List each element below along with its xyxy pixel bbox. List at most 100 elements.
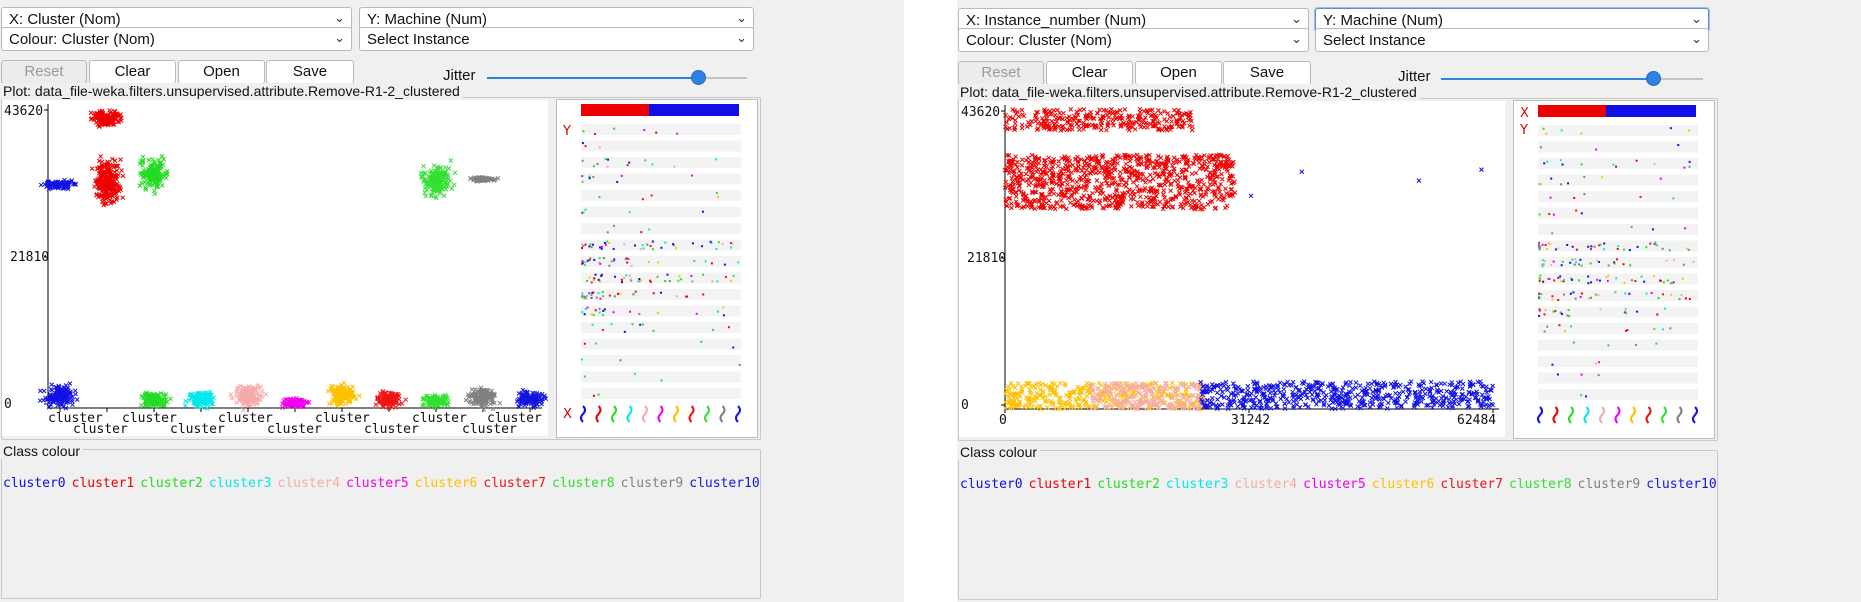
scatter-plot-canvas[interactable] — [2, 100, 548, 436]
data-point — [1179, 112, 1185, 118]
data-point — [1118, 113, 1124, 118]
open-button[interactable]: Open — [178, 60, 265, 84]
data-point — [1233, 387, 1239, 392]
attr-bar-point — [593, 258, 596, 261]
attr-bar-point — [584, 308, 587, 311]
select-instance-dropdown[interactable]: Select Instance ⌄ — [1315, 28, 1709, 52]
data-point — [1114, 188, 1120, 194]
data-point — [1014, 395, 1020, 401]
legend-item[interactable]: cluster3 — [208, 476, 272, 491]
data-point — [1416, 395, 1422, 400]
data-point — [1098, 164, 1104, 170]
data-point — [1174, 172, 1180, 178]
data-point — [1263, 386, 1269, 392]
reset-button[interactable]: Reset — [1, 60, 87, 84]
data-point — [1154, 393, 1160, 399]
data-point — [1148, 186, 1153, 191]
legend-item[interactable]: cluster5 — [1303, 477, 1366, 492]
data-point — [1009, 201, 1014, 206]
data-point — [542, 393, 547, 399]
attr-bar-point — [1692, 260, 1695, 263]
data-point — [1478, 381, 1484, 387]
legend-item[interactable]: cluster7 — [483, 476, 546, 491]
legend-item[interactable]: cluster6 — [414, 476, 478, 491]
attr-bar-point — [1551, 232, 1554, 235]
legend-item[interactable]: cluster2 — [140, 476, 203, 491]
attr-class-mark — [611, 405, 617, 423]
colour-select[interactable]: Colour: Cluster (Nom) ⌄ — [958, 28, 1309, 52]
legend-item[interactable]: cluster4 — [1234, 477, 1298, 492]
data-point — [1029, 152, 1035, 158]
data-point — [159, 153, 165, 159]
data-point — [1378, 402, 1384, 407]
data-point — [1286, 382, 1292, 388]
attribute-bars-panel[interactable]: X Y — [1513, 100, 1715, 439]
clear-button[interactable]: Clear — [89, 60, 176, 84]
legend-item[interactable]: cluster10 — [689, 476, 760, 491]
plot-title: Plot: data_file-weka.filters.unsupervise… — [0, 83, 463, 99]
data-point — [101, 178, 107, 184]
select-instance-dropdown[interactable]: Select Instance ⌄ — [359, 27, 754, 51]
attribute-bars-canvas[interactable] — [557, 100, 757, 437]
data-point — [1343, 392, 1349, 397]
data-point — [403, 397, 409, 403]
legend-item[interactable]: cluster8 — [1509, 477, 1572, 492]
data-point — [1490, 383, 1496, 389]
legend-item[interactable]: cluster1 — [71, 476, 135, 491]
save-button[interactable]: Save — [1223, 61, 1311, 85]
data-point — [1122, 190, 1128, 196]
legend-item[interactable]: cluster9 — [620, 476, 684, 491]
legend-item[interactable]: cluster4 — [277, 476, 341, 491]
attr-bar-point — [1562, 293, 1565, 296]
reset-button[interactable]: Reset — [958, 61, 1044, 85]
scatter-plot-canvas[interactable] — [959, 101, 1505, 437]
legend-item[interactable]: cluster6 — [1371, 477, 1435, 492]
legend-item[interactable]: cluster10 — [1646, 477, 1717, 492]
data-point — [441, 193, 447, 199]
data-point — [1062, 381, 1068, 387]
jitter-slider-thumb[interactable] — [1646, 71, 1662, 86]
data-point — [1188, 205, 1194, 211]
legend-item[interactable]: cluster0 — [3, 476, 66, 491]
jitter-slider[interactable] — [487, 70, 747, 85]
attribute-bars-canvas[interactable] — [1514, 101, 1714, 438]
legend-item[interactable]: cluster5 — [346, 476, 409, 491]
attr-bar-point — [1580, 292, 1583, 295]
data-point — [1408, 379, 1414, 384]
data-point — [1460, 381, 1466, 387]
data-point — [1203, 167, 1209, 173]
save-button[interactable]: Save — [266, 60, 354, 84]
data-point — [1138, 124, 1144, 130]
data-point — [490, 406, 496, 412]
data-point — [1467, 397, 1472, 402]
attr-bar-point — [1559, 275, 1562, 278]
attr-bar-point — [1538, 277, 1541, 280]
colour-select[interactable]: Colour: Cluster (Nom) ⌄ — [1, 27, 352, 51]
open-button[interactable]: Open — [1135, 61, 1222, 85]
data-point — [1355, 392, 1361, 398]
data-point — [1063, 392, 1069, 398]
jitter-slider-thumb[interactable] — [690, 70, 706, 85]
jitter-slider[interactable] — [1441, 71, 1703, 86]
legend-item[interactable]: cluster1 — [1028, 477, 1092, 492]
attr-bar-point — [1625, 312, 1628, 315]
attribute-bars-panel[interactable]: Y X — [556, 99, 758, 438]
data-point — [383, 390, 388, 396]
attr-bar-point — [581, 247, 584, 250]
legend-item[interactable]: cluster0 — [960, 477, 1023, 492]
scatter-plot[interactable]: 43620 21810 0 0 31242 62484 — [959, 101, 1505, 437]
clear-button[interactable]: Clear — [1046, 61, 1133, 85]
legend-item[interactable]: cluster2 — [1097, 477, 1160, 492]
legend-item[interactable]: cluster9 — [1577, 477, 1641, 492]
scatter-plot[interactable]: 43620 21810 0 cluster cluster cluster cl… — [2, 100, 548, 437]
legend-item[interactable]: cluster3 — [1165, 477, 1229, 492]
data-point — [1107, 198, 1112, 203]
legend-item[interactable]: cluster8 — [552, 476, 615, 491]
data-point — [1137, 106, 1143, 112]
x-tick-max: 62484 — [1457, 413, 1497, 428]
data-point — [104, 201, 109, 207]
data-point — [111, 199, 117, 205]
data-point — [1033, 404, 1039, 410]
data-point — [422, 190, 428, 196]
legend-item[interactable]: cluster7 — [1440, 477, 1503, 492]
